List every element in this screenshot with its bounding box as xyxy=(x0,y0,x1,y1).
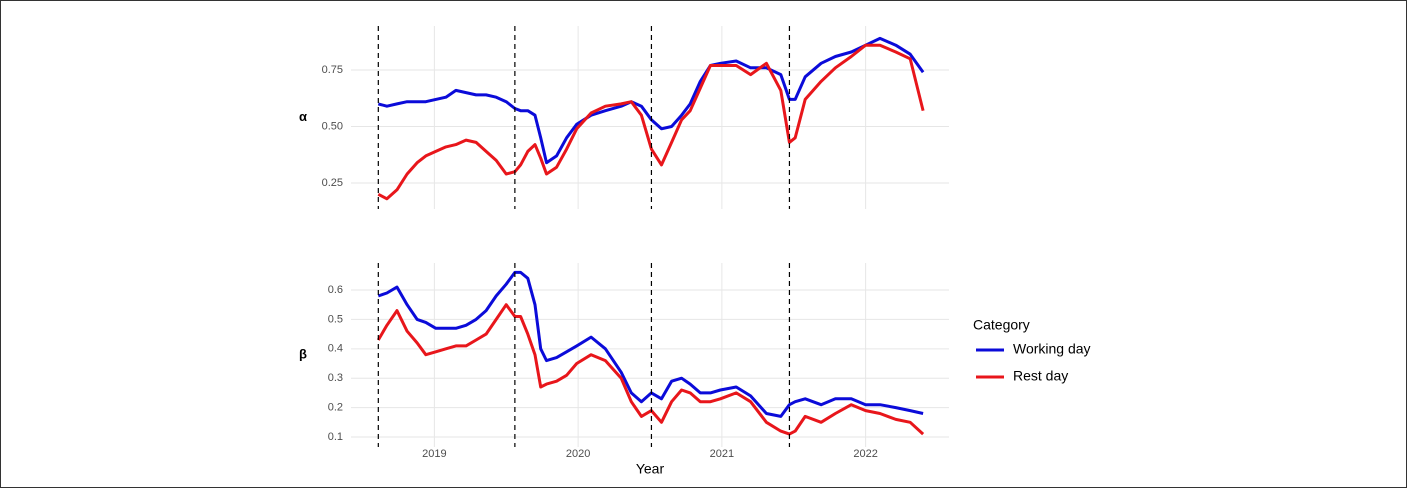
data-line xyxy=(377,43,925,201)
legend-label: Rest day xyxy=(1013,368,1068,384)
legend-label: Working day xyxy=(1013,341,1091,357)
y-tick-label: 0.5 xyxy=(328,313,343,325)
y-axis-label: β xyxy=(299,346,307,361)
y-tick-label: 0.50 xyxy=(322,120,343,132)
y-tick-label: 0.3 xyxy=(328,372,343,384)
y-tick-label: 0.2 xyxy=(328,402,343,414)
data-line xyxy=(377,36,925,165)
x-tick-label: 2022 xyxy=(853,448,877,460)
y-tick-label: 0.6 xyxy=(328,284,343,296)
y-tick-label: 0.75 xyxy=(322,64,343,76)
y-axis-label: α xyxy=(299,109,307,124)
x-tick-label: 2020 xyxy=(566,448,590,460)
y-tick-label: 0.4 xyxy=(328,343,343,355)
x-axis-label: Year xyxy=(636,461,665,477)
x-tick-label: 2019 xyxy=(422,448,446,460)
legend-title: Category xyxy=(973,317,1030,333)
y-tick-label: 0.25 xyxy=(322,177,343,189)
data-line xyxy=(377,270,924,418)
x-tick-label: 2021 xyxy=(710,448,734,460)
data-line xyxy=(377,303,925,436)
y-tick-label: 0.1 xyxy=(328,431,343,443)
